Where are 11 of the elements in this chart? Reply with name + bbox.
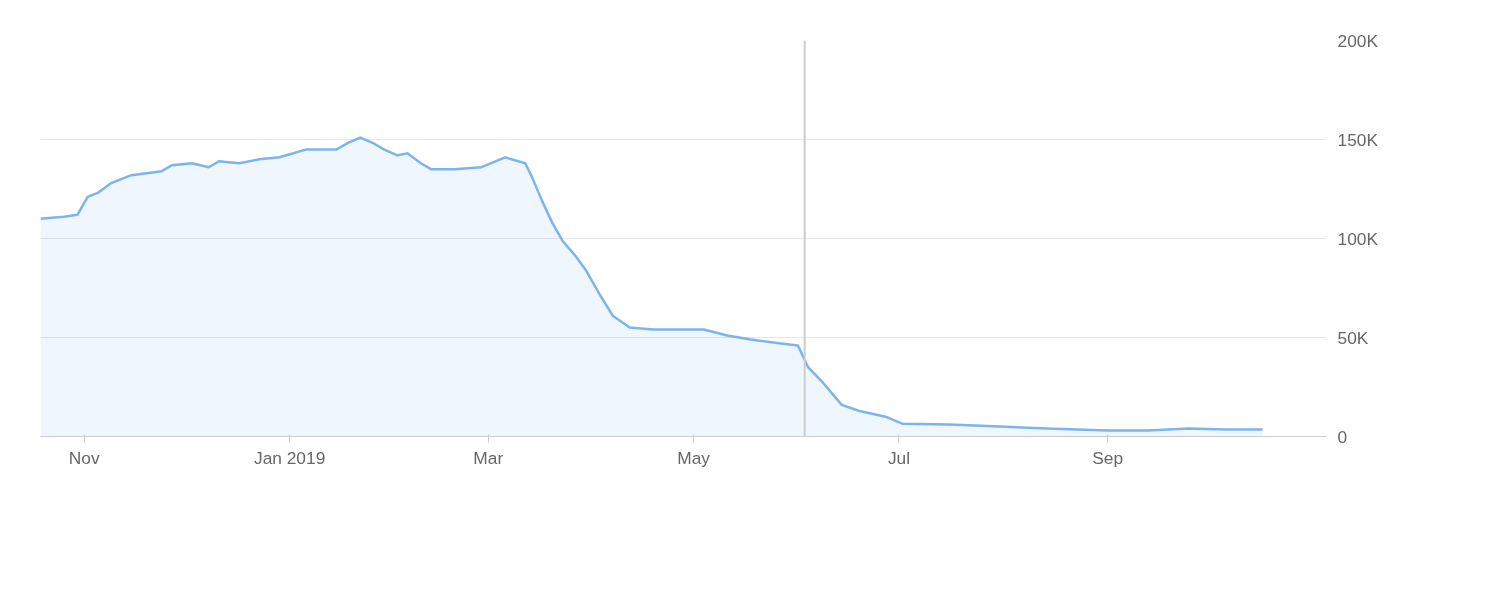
x-tick-label: May bbox=[677, 447, 711, 468]
y-tick-label: 100K bbox=[1337, 228, 1379, 249]
x-tick-label: Jul bbox=[887, 447, 911, 468]
y-tick-label: 200K bbox=[1337, 30, 1379, 51]
y-tick-label: 150K bbox=[1337, 129, 1379, 150]
x-tick-label: Mar bbox=[473, 447, 504, 468]
y-tick-label: 0 bbox=[1337, 426, 1348, 447]
x-tick-label: Jan 2019 bbox=[253, 447, 326, 468]
x-tick-label: Nov bbox=[68, 447, 101, 468]
y-tick-label: 50K bbox=[1337, 327, 1369, 348]
x-tick-label: Sep bbox=[1092, 447, 1124, 468]
